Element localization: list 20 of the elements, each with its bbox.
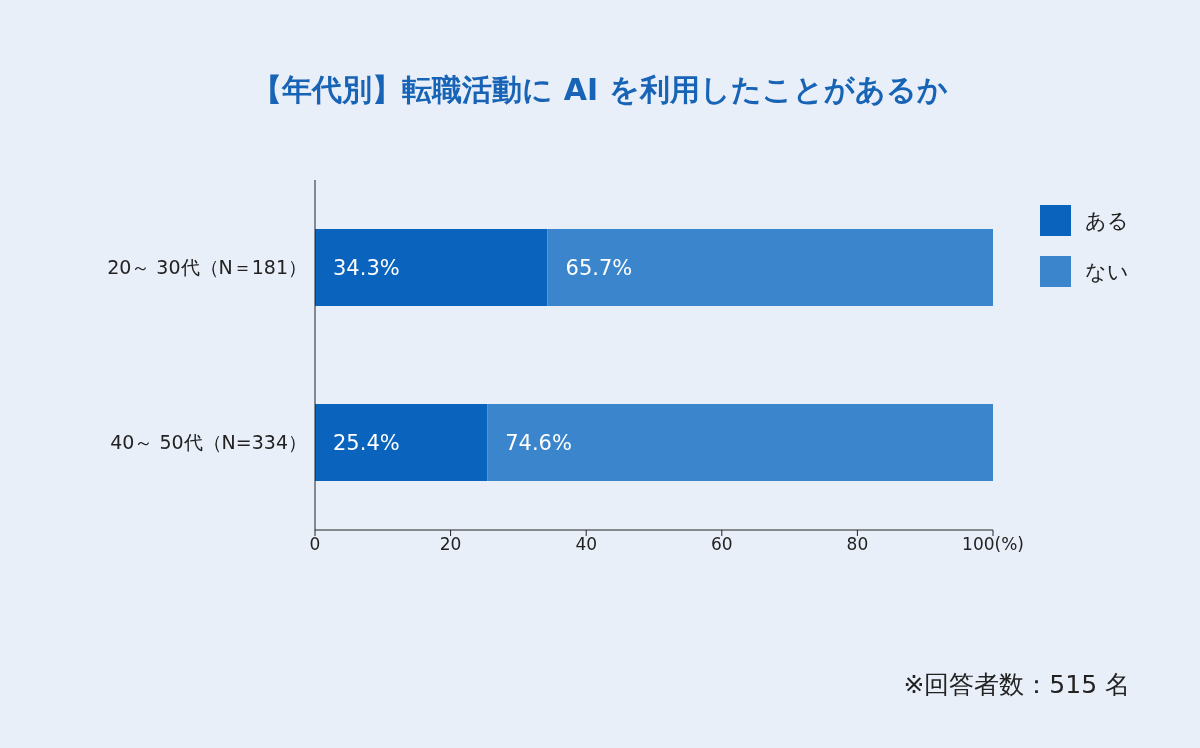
data-label: 25.4% <box>333 430 400 455</box>
data-label: 65.7% <box>565 255 633 280</box>
bar <box>315 404 488 481</box>
x-tick-label: 0 <box>309 534 321 555</box>
x-tick-label: 60 <box>710 534 733 555</box>
x-tick-label: 100(%) <box>962 534 1024 555</box>
legend-label: ない <box>1085 258 1129 286</box>
bar <box>315 229 548 306</box>
y-tick-label: 40～ 50代（N=334） <box>110 431 307 454</box>
data-label: 34.3% <box>333 255 400 280</box>
data-label: 74.6% <box>505 430 572 455</box>
x-tick-label: 80 <box>846 534 869 555</box>
bar <box>487 404 993 481</box>
bar <box>547 229 993 306</box>
legend-label: ある <box>1085 207 1129 235</box>
x-tick-label: 20 <box>439 534 462 555</box>
x-tick-label: 40 <box>575 534 598 555</box>
y-tick-label: 20～ 30代（N＝181） <box>107 256 307 279</box>
text: ※回答者数：515 名 <box>903 669 1130 701</box>
chart-title: 【年代別】転職活動に AI を利用したことがあるか <box>251 71 949 109</box>
